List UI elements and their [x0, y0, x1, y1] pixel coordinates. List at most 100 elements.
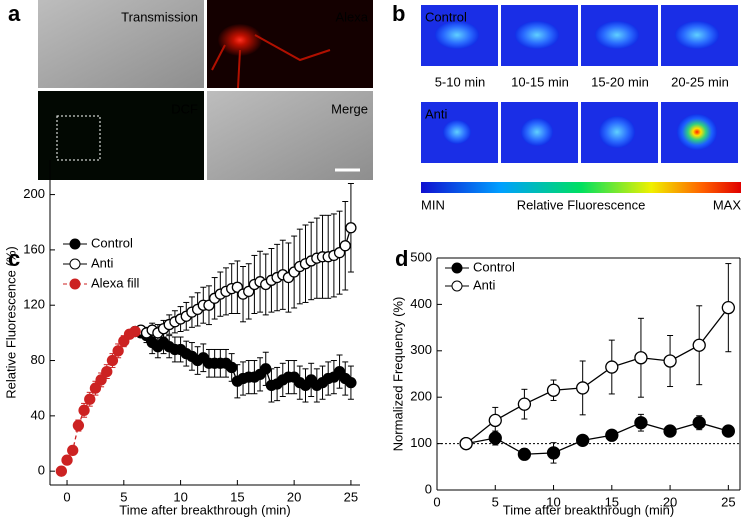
- legend-marker: [69, 258, 81, 270]
- marker: [663, 424, 677, 438]
- marker: [634, 351, 648, 365]
- fluorescence-blob: [595, 21, 639, 49]
- marker: [692, 338, 706, 352]
- marker: [55, 465, 68, 477]
- legend-label: Anti: [91, 255, 114, 270]
- neurite: [211, 34, 331, 89]
- row-label: Anti: [425, 106, 448, 121]
- y-tick-label: 200: [23, 186, 45, 201]
- marker: [546, 383, 561, 397]
- y-tick-label: 400: [410, 296, 432, 311]
- x-tick-label: 15: [230, 489, 244, 504]
- fluorescence-blob: [675, 21, 719, 49]
- x-tick-label: 10: [546, 494, 560, 509]
- x-tick-label: 5: [120, 489, 127, 504]
- legend-marker: [451, 262, 463, 274]
- fluorescence-blob: [521, 118, 553, 146]
- marker: [129, 325, 141, 338]
- legend-marker: [69, 238, 81, 250]
- colorbar-max: MAX: [713, 197, 742, 212]
- x-tick-label: 25: [344, 489, 358, 504]
- marker: [106, 354, 119, 367]
- marker: [459, 436, 473, 451]
- series-line: [465, 307, 729, 445]
- image-merge: [207, 91, 373, 180]
- marker: [517, 397, 532, 411]
- y-tick-label: 200: [410, 389, 432, 404]
- marker: [605, 428, 619, 442]
- fluorescence-blob: [443, 120, 471, 144]
- marker: [576, 381, 590, 395]
- marker: [67, 444, 79, 457]
- marker: [260, 363, 272, 375]
- marker: [605, 360, 619, 374]
- marker: [576, 433, 590, 448]
- image-transmission: [38, 0, 204, 88]
- marker: [78, 404, 90, 416]
- y-tick-label: 40: [31, 407, 45, 422]
- marker: [61, 454, 73, 466]
- y-tick-label: 160: [23, 241, 45, 256]
- colorbar: [421, 182, 741, 193]
- panel-label: b: [392, 1, 405, 26]
- fluorescence-blob: [515, 21, 559, 49]
- marker: [101, 365, 113, 378]
- marker: [634, 416, 648, 430]
- roi-box: [56, 115, 101, 161]
- x-axis-title: Time after breakthrough (min): [503, 502, 674, 517]
- colorbar-title: Relative Fluorescence: [517, 197, 646, 212]
- legend-marker: [69, 278, 81, 290]
- marker: [339, 240, 351, 252]
- y-tick-label: 0: [38, 463, 45, 478]
- fluorescence-blob: [435, 21, 479, 49]
- y-tick-label: 120: [23, 297, 45, 312]
- marker: [488, 413, 502, 428]
- x-tick-label: 5: [492, 494, 499, 509]
- panel-label: a: [8, 1, 21, 26]
- marker: [517, 447, 532, 461]
- y-tick-label: 300: [410, 342, 432, 357]
- y-axis-title: Normalized Frequency (%): [390, 297, 405, 452]
- legend-label: Alexa fill: [91, 275, 140, 290]
- marker: [692, 416, 706, 430]
- x-tick-label: 0: [433, 494, 440, 509]
- image-label: Alexa: [335, 9, 368, 24]
- y-tick-label: 100: [410, 435, 432, 450]
- legend-label: Control: [91, 235, 133, 250]
- marker: [226, 361, 238, 374]
- image-label: DCF: [171, 101, 198, 116]
- row-label: Control: [425, 9, 467, 24]
- fluorescence-blob: [599, 116, 635, 148]
- x-tick-label: 20: [287, 489, 301, 504]
- time-label: 15-20 min: [591, 74, 649, 89]
- image-label: Merge: [331, 101, 368, 116]
- x-tick-label: 20: [663, 494, 677, 509]
- marker: [546, 446, 561, 460]
- y-tick-label: 0: [425, 481, 432, 496]
- y-tick-label: 500: [410, 249, 432, 264]
- marker: [95, 374, 107, 386]
- cell: [218, 24, 262, 56]
- colorbar-min: MIN: [421, 197, 445, 212]
- time-label: 5-10 min: [435, 74, 486, 89]
- legend-label: Anti: [473, 277, 496, 292]
- legend-marker: [451, 280, 463, 292]
- time-label: 20-25 min: [671, 74, 729, 89]
- panel-label: c: [8, 246, 20, 271]
- marker: [112, 345, 124, 357]
- heatmap-tiles: [421, 5, 738, 163]
- marker: [345, 222, 357, 234]
- time-label: 10-15 min: [511, 74, 569, 89]
- marker: [72, 419, 85, 432]
- y-tick-label: 80: [31, 352, 45, 367]
- panel-label: d: [395, 246, 408, 271]
- marker: [89, 382, 102, 394]
- y-axis-title: Relative Fluorescence (%): [3, 246, 18, 398]
- x-axis-title: Time after breakthrough (min): [119, 502, 290, 517]
- image-dcf: [38, 91, 204, 180]
- marker: [345, 377, 357, 389]
- fluorescence-blob: [677, 114, 717, 150]
- x-tick-label: 10: [173, 489, 187, 504]
- x-tick-label: 0: [63, 489, 70, 504]
